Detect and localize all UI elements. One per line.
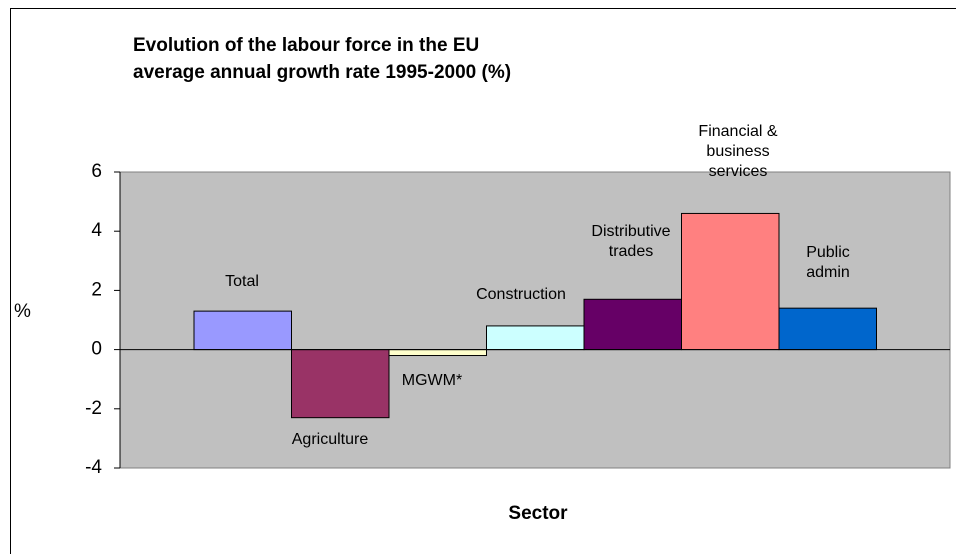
bar [388,349,487,357]
category-label: MGWM* [401,372,463,389]
category-label: Distributive trades [591,223,671,260]
y-tick-label: 4 [91,220,102,241]
category-label: Public admin [806,244,850,281]
bar [778,307,877,351]
bar [681,212,780,351]
x-axis-label: Sector [508,503,568,524]
y-tick-label: 0 [91,339,102,360]
y-tick-label: -4 [85,457,102,478]
bar [193,310,292,351]
chart-subtitle: average annual growth rate 1995-2000 (%) [133,62,512,83]
y-tick-label: -2 [85,398,102,419]
y-tick-label: 6 [91,161,102,182]
category-label: Financial & business services [698,123,778,180]
y-axis-label: % [14,301,31,322]
chart-title: Evolution of the labour force in the EU [133,35,480,56]
category-label: Construction [476,286,566,303]
category-label: Agriculture [291,431,369,448]
bar [486,325,585,351]
y-tick-label: 2 [91,279,102,300]
bar [291,349,390,419]
category-label: Total [225,273,259,290]
frame [10,8,956,554]
bar [583,298,682,351]
